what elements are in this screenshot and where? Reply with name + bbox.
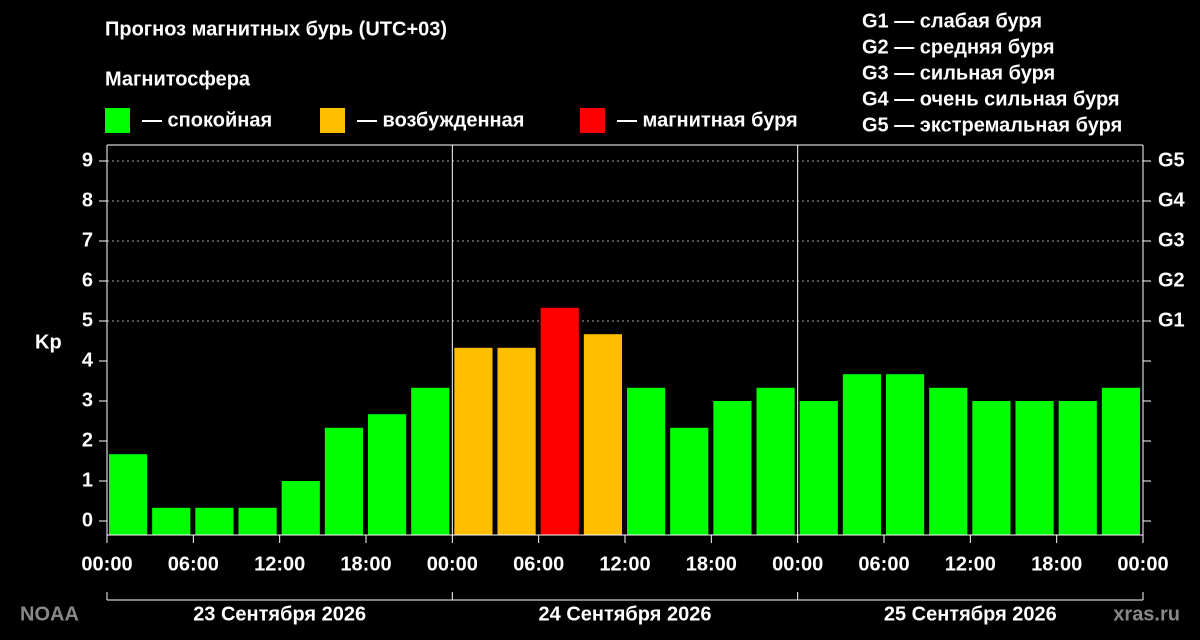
legend-swatch <box>320 108 345 133</box>
subtitle: Магнитосфера <box>105 68 251 90</box>
storm-scale-item: G3 — сильная буря <box>862 62 1055 84</box>
bar <box>1058 401 1097 535</box>
x-tick-label: 18:00 <box>1031 553 1082 575</box>
y-tick-label: 4 <box>82 349 94 371</box>
bar <box>238 507 277 535</box>
legend-swatch <box>580 108 605 133</box>
x-tick-label: 18:00 <box>686 553 737 575</box>
y-tick-label: 6 <box>82 269 93 291</box>
x-tick-label: 12:00 <box>599 553 650 575</box>
storm-scale-item: G4 — очень сильная буря <box>862 88 1120 110</box>
y2-tick-label: G2 <box>1158 269 1185 291</box>
bar <box>497 347 536 535</box>
source: NOAA <box>20 603 79 625</box>
x-tick-label: 00:00 <box>1117 553 1168 575</box>
legend-label: — возбужденная <box>357 109 524 131</box>
chart-title: Прогноз магнитных бурь (UTC+03) <box>105 18 447 40</box>
x-tick-label: 00:00 <box>427 553 478 575</box>
x-tick-label: 06:00 <box>858 553 909 575</box>
bar <box>583 334 622 535</box>
y-tick-label: 9 <box>82 149 93 171</box>
bar <box>195 507 234 535</box>
storm-scale-item: G2 — средняя буря <box>862 36 1055 58</box>
bar <box>1101 387 1140 535</box>
bar <box>540 307 579 535</box>
y-axis-label: Kp <box>35 331 62 353</box>
site: xras.ru <box>1113 603 1180 625</box>
x-tick-label: 00:00 <box>81 553 132 575</box>
day-label: 24 Сентября 2026 <box>539 603 712 625</box>
x-tick-label: 18:00 <box>340 553 391 575</box>
y2-tick-label: G5 <box>1158 149 1185 171</box>
y-tick-label: 3 <box>82 389 93 411</box>
bar <box>152 507 191 535</box>
bar <box>972 401 1011 535</box>
y-tick-label: 7 <box>82 229 93 251</box>
x-tick-label: 06:00 <box>513 553 564 575</box>
y-tick-label: 8 <box>82 189 93 211</box>
x-tick-label: 06:00 <box>168 553 219 575</box>
bar <box>670 427 709 535</box>
y-tick-label: 1 <box>82 469 93 491</box>
bar <box>109 454 148 535</box>
y-tick-label: 0 <box>82 509 93 531</box>
x-tick-label: 12:00 <box>254 553 305 575</box>
legend-swatch <box>105 108 130 133</box>
bar <box>929 387 968 535</box>
legend-label: — спокойная <box>142 109 272 131</box>
y-tick-label: 2 <box>82 429 93 451</box>
storm-scale-item: G1 — слабая буря <box>862 10 1042 32</box>
x-tick-label: 00:00 <box>772 553 823 575</box>
bar <box>886 374 925 535</box>
bar <box>454 347 493 535</box>
y2-tick-label: G4 <box>1158 189 1186 211</box>
bar <box>1015 401 1054 535</box>
bar <box>799 401 838 535</box>
x-tick-label: 12:00 <box>945 553 996 575</box>
storm-scale-item: G5 — экстремальная буря <box>862 114 1122 136</box>
bar <box>713 401 752 535</box>
day-label: 25 Сентября 2026 <box>884 603 1057 625</box>
bar <box>281 481 320 535</box>
y-tick-label: 5 <box>82 309 93 331</box>
legend-label: — магнитная буря <box>617 109 798 131</box>
y2-tick-label: G3 <box>1158 229 1185 251</box>
bar <box>627 387 666 535</box>
y2-tick-label: G1 <box>1158 309 1185 331</box>
bar <box>324 427 363 535</box>
bar <box>756 387 795 535</box>
bar <box>411 387 450 535</box>
day-label: 23 Сентября 2026 <box>193 603 366 625</box>
bar <box>368 414 407 535</box>
bar <box>842 374 881 535</box>
